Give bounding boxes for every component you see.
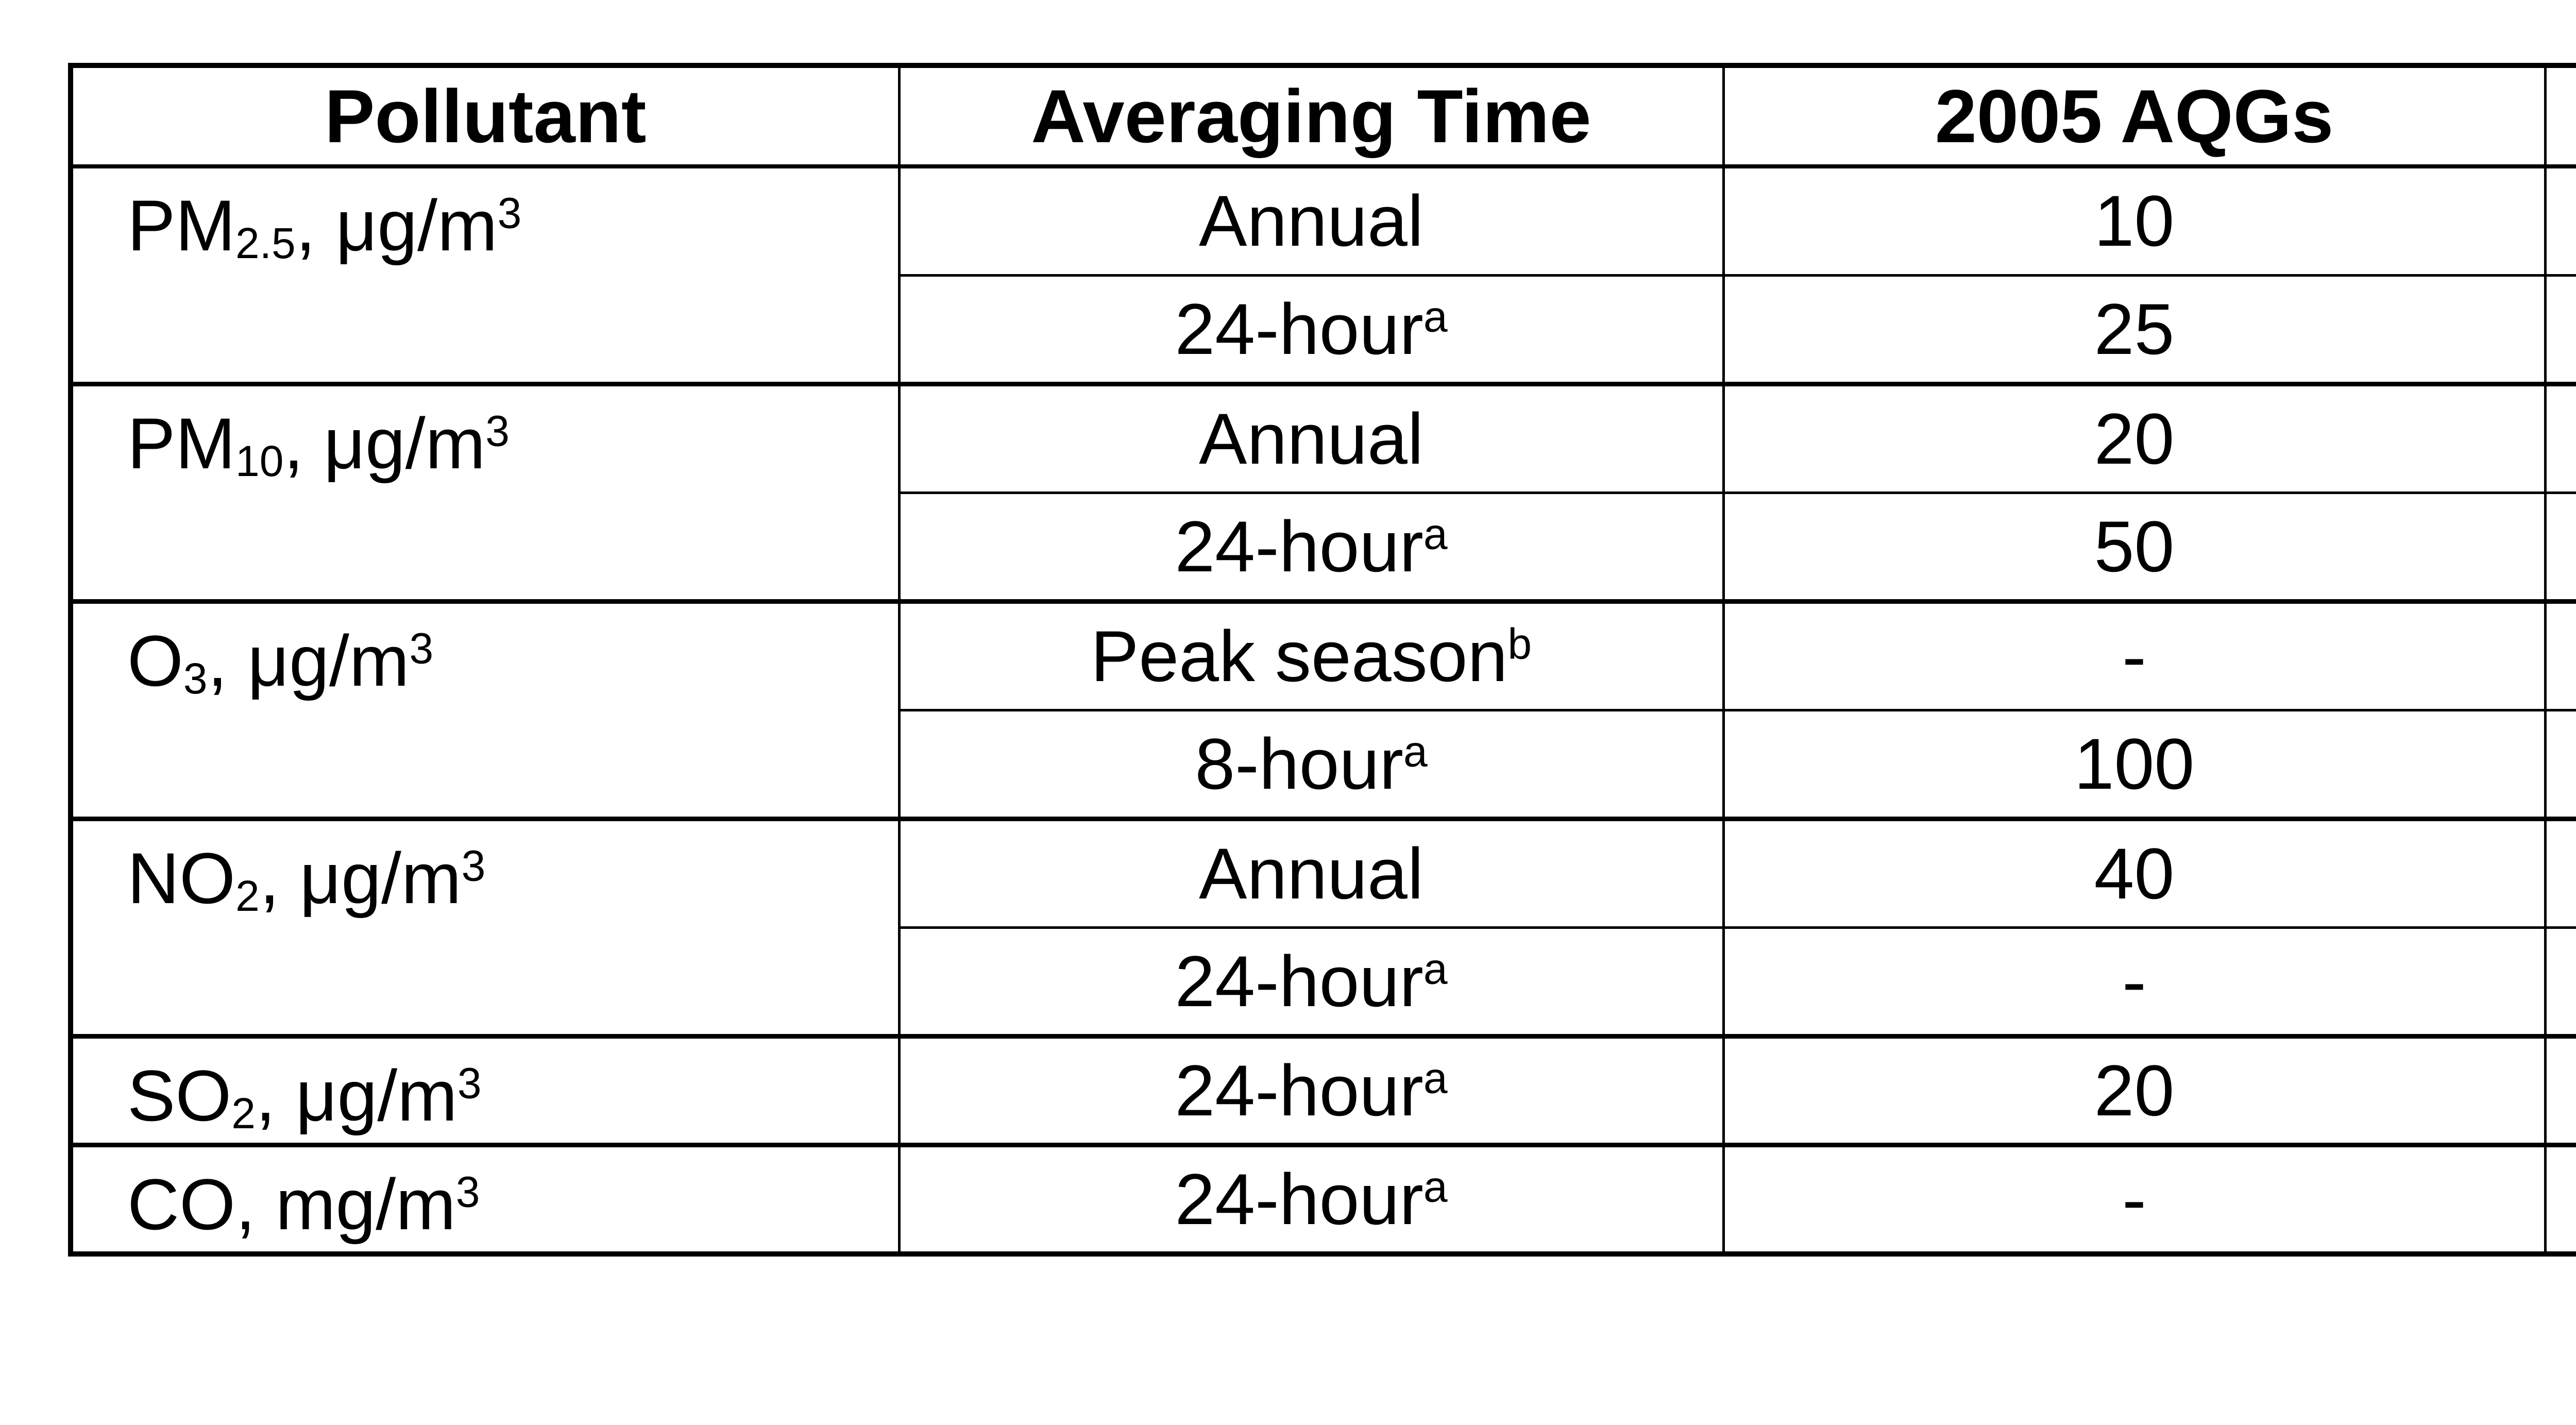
cell-2021-value: 45	[2544, 491, 2576, 601]
table-row: PM2.5, μg/m3 Annual 10 5	[69, 166, 2576, 384]
cell-averaging-time: Annual	[897, 381, 1723, 493]
cell-2005-value: 10	[1722, 166, 2545, 275]
cell-pollutant-no2: NO2, μg/m3	[69, 816, 899, 1036]
cell-averaging-time: 24-houra	[897, 1033, 1723, 1145]
cell-2005-value: 20	[1722, 1033, 2545, 1145]
cell-averaging-time: 24-houra	[897, 491, 1723, 601]
pollutant-unit-exponent: 3	[497, 189, 522, 237]
cell-2021-value: 100	[2544, 708, 2576, 819]
cell-2005-value: -	[1722, 599, 2545, 710]
averaging-time-label: Peak season	[1090, 615, 1508, 697]
cell-averaging-time: 24-houra	[897, 274, 1723, 384]
cell-2005-value: 100	[1722, 708, 2545, 819]
pollutant-unit-exponent: 3	[455, 1167, 480, 1216]
pollutant-unit-exponent: 3	[457, 1058, 482, 1107]
footnote-marker: a	[1423, 292, 1448, 341]
cell-2021-value: 15	[2544, 381, 2576, 493]
cell-2005-value: 40	[1722, 816, 2545, 927]
cell-averaging-time: 8-houra	[897, 708, 1723, 819]
cell-2005-value: -	[1722, 1142, 2545, 1254]
aqg-table: Pollutant Averaging Time 2005 AQGs 2021 …	[68, 63, 2576, 1257]
averaging-time-label: 24-hour	[1175, 505, 1423, 587]
footnote-marker: b	[1507, 619, 1532, 668]
pollutant-subscript: 2	[231, 1089, 256, 1138]
footnote-marker: a	[1423, 509, 1448, 558]
table-row: PM10, μg/m3 Annual 20 15	[69, 381, 2576, 601]
pollutant-name: CO	[127, 1163, 235, 1245]
pollutant-subscript: 2	[235, 871, 260, 920]
pollutant-name: PM	[127, 402, 235, 484]
pollutant-unit-exponent: 3	[409, 623, 434, 672]
averaging-time-label: 24-hour	[1175, 1049, 1423, 1131]
pollutant-unit: , μg/m	[259, 837, 462, 919]
pollutant-name: O	[127, 620, 183, 701]
cell-2021-value: 40	[2544, 1033, 2576, 1145]
averaging-time-label: Annual	[1199, 833, 1423, 914]
header-row: Pollutant Averaging Time 2005 AQGs 2021 …	[69, 65, 2576, 168]
table-row: O3, μg/m3 Peak seasonb - 60	[69, 599, 2576, 819]
table-row: 8-houra 100 100	[71, 708, 2576, 819]
cell-pollutant-pm10: PM10, μg/m3	[69, 381, 899, 601]
cell-2021-value: 4	[2544, 1142, 2576, 1254]
pollutant-unit: , μg/m	[256, 1055, 457, 1136]
pollutant-subscript: 3	[183, 654, 208, 703]
cell-2021-value: 10	[2544, 816, 2576, 927]
averaging-time-label: 24-hour	[1175, 288, 1423, 369]
averaging-time-label: Annual	[1199, 180, 1423, 262]
averaging-time-label: 24-hour	[1175, 1158, 1423, 1240]
cell-2005-value: 50	[1722, 491, 2545, 601]
cell-averaging-time: Annual	[897, 166, 1723, 275]
column-header-pollutant: Pollutant	[69, 65, 899, 168]
averaging-time-label: 24-hour	[1175, 940, 1423, 1022]
table-row: 24-houra 50 45	[71, 491, 2576, 601]
cell-2021-value: 5	[2544, 166, 2576, 275]
cell-2021-value: 15	[2544, 274, 2576, 384]
pollutant-name: SO	[127, 1055, 232, 1136]
footnote-marker: a	[1423, 1053, 1448, 1102]
table-row: NO2, μg/m3 Annual 40 10	[69, 816, 2576, 1036]
pollutant-unit-exponent: 3	[461, 841, 486, 890]
footnote-marker: a	[1423, 1162, 1448, 1211]
cell-pollutant-o3: O3, μg/m3	[69, 599, 899, 819]
pollutant-unit: , mg/m	[235, 1163, 456, 1245]
column-header-2021-aqgs: 2021 AQGs	[2544, 65, 2576, 168]
cell-averaging-time: Annual	[897, 816, 1723, 927]
footnote-marker: a	[1423, 944, 1448, 993]
footnote-marker: a	[1403, 726, 1428, 775]
averaging-time-label: 8-hour	[1195, 723, 1403, 804]
cell-2005-value: 20	[1722, 381, 2545, 493]
table-row: CO, mg/m3 24-houra - 4	[69, 1142, 2576, 1254]
pollutant-name: PM	[127, 185, 235, 266]
pollutant-unit: , μg/m	[295, 185, 498, 266]
cell-2005-value: -	[1722, 926, 2545, 1036]
pollutant-unit: , μg/m	[207, 620, 410, 701]
pollutant-subscript: 10	[235, 436, 284, 485]
cell-pollutant-pm25: PM2.5, μg/m3	[69, 166, 899, 384]
pollutant-subscript: 2.5	[235, 219, 296, 268]
column-header-2005-aqgs: 2005 AQGs	[1722, 65, 2545, 168]
table-row: 24-houra - 25	[71, 926, 2576, 1036]
pollutant-unit-exponent: 3	[485, 406, 510, 455]
averaging-time-label: Annual	[1199, 398, 1423, 479]
column-header-averaging-time: Averaging Time	[897, 65, 1723, 168]
cell-2021-value: 25	[2544, 926, 2576, 1036]
cell-averaging-time: Peak seasonb	[897, 599, 1723, 710]
cell-pollutant-co: CO, mg/m3	[69, 1142, 899, 1254]
table-row: 24-houra 25 15	[71, 274, 2576, 384]
cell-2005-value: 25	[1722, 274, 2545, 384]
cell-averaging-time: 24-houra	[897, 926, 1723, 1036]
cell-2021-value: 60	[2544, 599, 2576, 710]
pollutant-name: NO	[127, 837, 235, 919]
cell-averaging-time: 24-houra	[897, 1142, 1723, 1254]
table-row: SO2, μg/m3 24-houra 20 40	[69, 1033, 2576, 1145]
pollutant-unit: , μg/m	[283, 402, 486, 484]
cell-pollutant-so2: SO2, μg/m3	[69, 1033, 899, 1145]
